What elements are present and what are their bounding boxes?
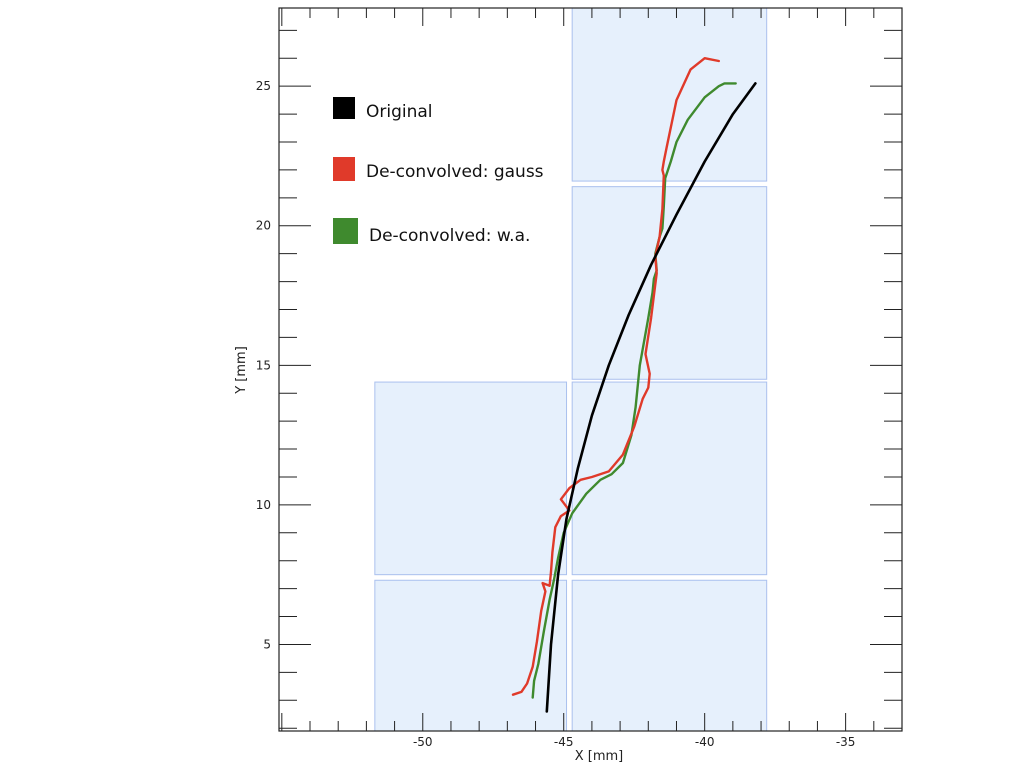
legend-item-original: Original	[333, 97, 433, 122]
legend: Original De-convolved: gauss De-convolve…	[333, 97, 544, 246]
series-line-1	[511, 57, 720, 696]
x-tick-label: -50	[413, 735, 433, 749]
legend-item-wa: De-convolved: w.a.	[333, 218, 530, 246]
series-line-2	[531, 82, 737, 699]
y-tick-label: 20	[256, 219, 271, 233]
module-rect-5	[571, 7, 768, 182]
legend-label-original: Original	[366, 102, 433, 122]
x-tick-label: -45	[554, 735, 574, 749]
legend-swatch-wa	[333, 218, 358, 244]
legend-label-gauss: De-convolved: gauss	[366, 162, 544, 182]
series-group	[511, 57, 757, 713]
x-tick-label: -40	[695, 735, 715, 749]
y-ticks: 5 10 15 20 25	[256, 29, 902, 729]
module-rect-1	[571, 579, 768, 732]
detector-modules	[374, 7, 768, 732]
x-tick-label: -35	[836, 735, 856, 749]
module-rect-0	[374, 579, 568, 732]
legend-label-wa: De-convolved: w.a.	[369, 226, 530, 246]
y-tick-label: 15	[256, 358, 271, 372]
legend-swatch-gauss	[333, 157, 355, 181]
legend-item-gauss: De-convolved: gauss	[333, 157, 544, 182]
y-tick-label: 5	[263, 637, 271, 651]
x-axis-label: X [mm]	[575, 749, 624, 764]
y-tick-label: 25	[256, 79, 271, 93]
module-rect-4	[571, 186, 768, 380]
series-line-0	[545, 82, 757, 713]
plot-frame	[278, 7, 903, 732]
y-tick-label: 10	[256, 498, 271, 512]
y-axis-label: Y [mm]	[234, 346, 249, 395]
module-rect-2	[374, 381, 568, 576]
x-ticks: -50 -45 -40 -35	[281, 8, 875, 749]
legend-swatch-original	[333, 97, 355, 119]
